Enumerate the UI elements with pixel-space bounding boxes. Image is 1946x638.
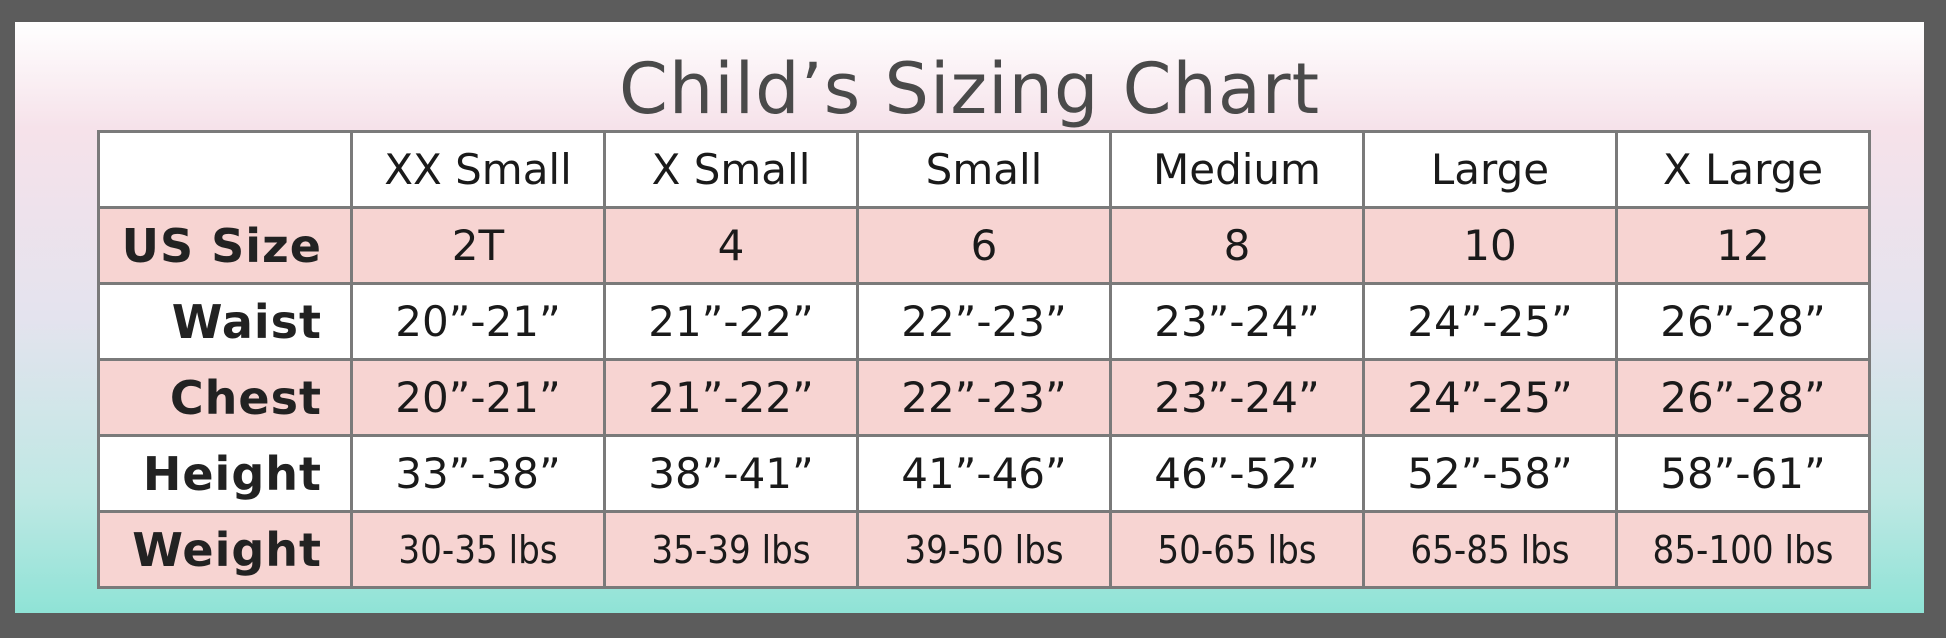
- row-label: Waist: [97, 282, 353, 361]
- row-label: Chest: [97, 358, 353, 437]
- cell: 6: [856, 206, 1112, 285]
- cell: 35-39 lbs: [603, 510, 859, 589]
- cell: 21”-22”: [603, 282, 859, 361]
- title: Child’s Sizing Chart: [618, 48, 1321, 130]
- row-label: US Size: [97, 206, 353, 285]
- cell: 8: [1109, 206, 1365, 285]
- cell: 22”-23”: [856, 282, 1112, 361]
- table-row: Chest 20”-21” 21”-22” 22”-23” 23”-24” 24”-25”…: [97, 358, 1871, 437]
- cell: 33”-38”: [350, 434, 606, 513]
- size-table: XX Small X Small Small Medium Large X Large U…: [97, 130, 1871, 589]
- table-row: Weight 30-35 lbs 35-39 lbs 39-50 lbs 50-65 l…: [97, 510, 1871, 589]
- cell: 23”-24”: [1109, 358, 1365, 437]
- table-row: Height 33”-38” 38”-41” 41”-46” 46”-52” 52”-58…: [97, 434, 1871, 513]
- column-header: Large: [1362, 130, 1618, 209]
- cell: 39-50 lbs: [856, 510, 1112, 589]
- cell: 65-85 lbs: [1362, 510, 1618, 589]
- corner-cell: [97, 130, 353, 209]
- cell: 46”-52”: [1109, 434, 1365, 513]
- cell: 30-35 lbs: [350, 510, 606, 589]
- row-label: Height: [97, 434, 353, 513]
- cell: 20”-21”: [350, 282, 606, 361]
- cell: 50-65 lbs: [1109, 510, 1365, 589]
- cell: 10: [1362, 206, 1618, 285]
- table-row: US Size 2T 4 6 8 10 12: [97, 206, 1871, 285]
- cell: 23”-24”: [1109, 282, 1365, 361]
- cell: 85-100 lbs: [1615, 510, 1871, 589]
- cell: 58”-61”: [1615, 434, 1871, 513]
- cell: 4: [603, 206, 859, 285]
- cell: 21”-22”: [603, 358, 859, 437]
- cell: 26”-28”: [1615, 358, 1871, 437]
- row-label: Weight: [97, 510, 353, 589]
- column-header: Medium: [1109, 130, 1365, 209]
- column-header: XX Small: [350, 130, 606, 209]
- column-header: Small: [856, 130, 1112, 209]
- cell: 26”-28”: [1615, 282, 1871, 361]
- cell: 52”-58”: [1362, 434, 1618, 513]
- chart-panel: Child’s Sizing Chart XX Small X Small Smal…: [15, 22, 1924, 613]
- cell: 24”-25”: [1362, 282, 1618, 361]
- table-row: Waist 20”-21” 21”-22” 22”-23” 23”-24” 24”-25”…: [97, 282, 1871, 361]
- cell: 12: [1615, 206, 1871, 285]
- cell: 38”-41”: [603, 434, 859, 513]
- cell: 22”-23”: [856, 358, 1112, 437]
- cell: 20”-21”: [350, 358, 606, 437]
- cell: 41”-46”: [856, 434, 1112, 513]
- cell: 24”-25”: [1362, 358, 1618, 437]
- cell: 2T: [350, 206, 606, 285]
- column-header: X Small: [603, 130, 859, 209]
- column-header: X Large: [1615, 130, 1871, 209]
- header-row: XX Small X Small Small Medium Large X Large: [97, 130, 1871, 209]
